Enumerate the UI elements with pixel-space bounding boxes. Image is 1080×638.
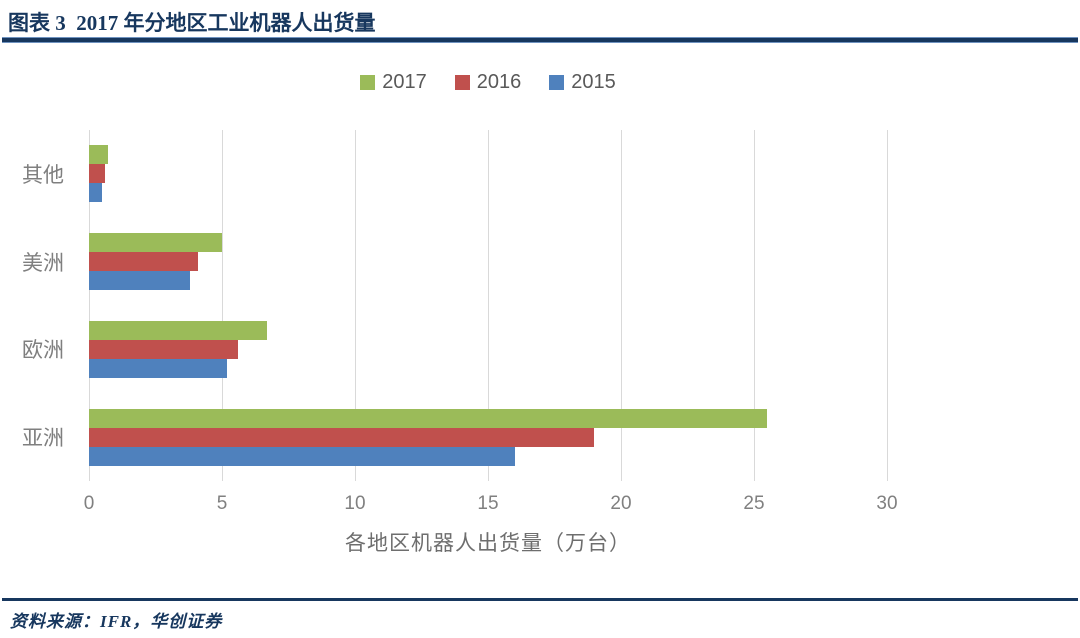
legend-label-2016: 2016 [476, 70, 522, 93]
bar-2017-亚洲 [89, 408, 768, 428]
category-label-其他: 其他 [22, 163, 64, 187]
gridline-x-30 [887, 130, 888, 481]
bar-group-欧洲 [89, 306, 887, 394]
legend-swatch-2016 [454, 74, 470, 90]
y-axis-category-labels: 其他 美洲 欧洲 亚洲 [4, 130, 82, 481]
x-axis-tick-labels: 0 5 10 15 20 25 30 [84, 493, 898, 517]
bar-2017-美洲 [89, 233, 222, 253]
bar-2016-美洲 [89, 252, 199, 272]
x-tick-label-30: 30 [876, 493, 898, 514]
x-tick-label-0: 0 [83, 493, 95, 514]
gridline-x-0 [89, 130, 90, 481]
gridline-x-25 [754, 130, 755, 481]
gridline-x-20 [620, 130, 622, 481]
legend-item-2016: 2016 [454, 70, 522, 94]
title-rule [2, 37, 1078, 43]
category-label-欧洲: 欧洲 [22, 339, 64, 363]
figure-title: 图表 3 2017 年分地区工业机器人出货量 [8, 11, 376, 35]
legend-swatch-2015 [549, 74, 565, 90]
legend-label-2017: 2017 [382, 70, 427, 93]
bar-group-其他 [89, 130, 887, 218]
x-tick-label-15: 15 [477, 493, 499, 514]
bar-group-亚洲 [89, 393, 887, 481]
bar-2015-欧洲 [89, 358, 228, 378]
bar-2015-美洲 [89, 271, 191, 291]
bar-2016-其他 [89, 164, 105, 184]
bar-2016-欧洲 [89, 339, 238, 359]
bar-2015-其他 [89, 183, 103, 203]
bar-2017-欧洲 [89, 320, 268, 340]
bar-chart-plot-area [89, 130, 888, 481]
bar-group-美洲 [89, 218, 887, 306]
source-note: 资料来源：IFR，华创证券 [10, 612, 223, 631]
bar-rows [89, 130, 887, 481]
x-tick-label-25: 25 [743, 493, 765, 514]
gridline-x-15 [488, 130, 489, 481]
x-tick-label-5: 5 [216, 493, 228, 514]
legend-item-2015: 2015 [549, 71, 616, 94]
bar-2016-亚洲 [89, 427, 595, 447]
legend-swatch-2017 [360, 74, 376, 90]
category-label-美洲: 美洲 [22, 251, 64, 275]
legend-item-2017: 2017 [360, 71, 427, 94]
bar-2015-亚洲 [89, 446, 515, 466]
category-label-亚洲: 亚洲 [22, 427, 64, 451]
chart-legend: 2017 2016 2015 [89, 71, 887, 93]
x-tick-label-10: 10 [344, 493, 366, 514]
legend-label-2015: 2015 [571, 70, 616, 93]
x-tick-label-20: 20 [610, 493, 632, 514]
x-axis-title: 各地区机器人出货量（万台） [345, 532, 631, 555]
gridline-x-10 [354, 130, 356, 481]
footer-rule [2, 598, 1078, 601]
bar-2017-其他 [89, 145, 108, 165]
gridline-x-5 [221, 130, 223, 481]
